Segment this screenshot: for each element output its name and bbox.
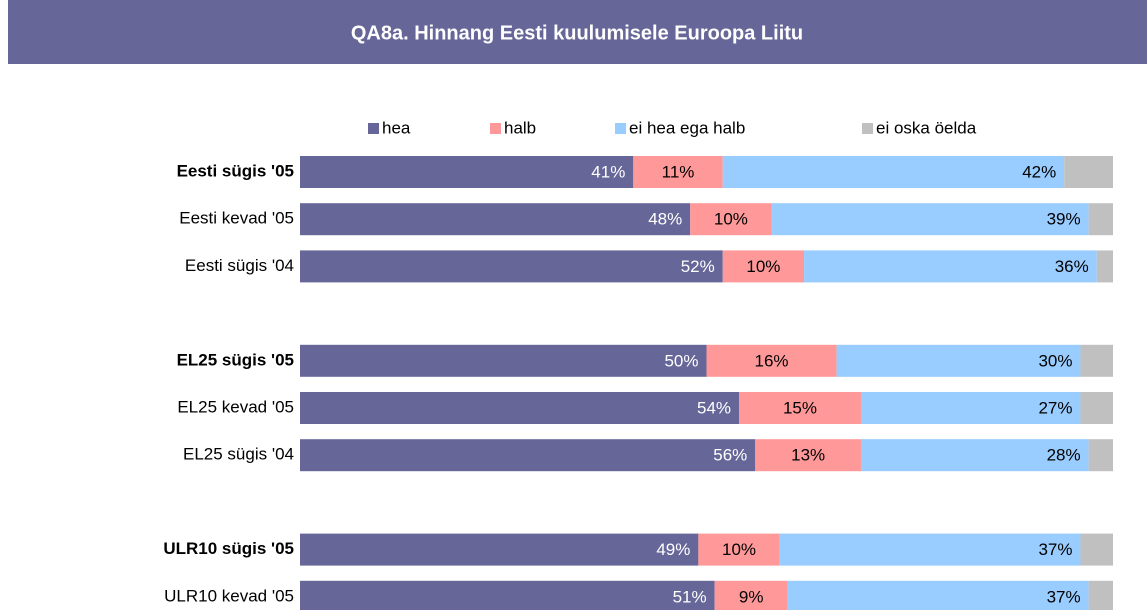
- y-tick-label: Eesti kevad '05: [179, 209, 294, 228]
- bar-segment: [779, 533, 1081, 566]
- bar-segment: [722, 250, 805, 283]
- title-banner: [8, 0, 1147, 64]
- bar-segment: [690, 203, 772, 236]
- data-label: 37%: [1047, 587, 1081, 606]
- bar-segment: [714, 580, 788, 610]
- data-label: 56%: [713, 446, 747, 465]
- bar-segment: [722, 156, 1065, 188]
- bar-segment: [300, 203, 691, 236]
- data-label: 27%: [1038, 398, 1072, 417]
- data-label: 41%: [591, 162, 625, 181]
- chart-title: QA8a. Hinnang Eesti kuulumisele Euroopa …: [351, 22, 803, 44]
- bar-segment: [1080, 344, 1113, 377]
- bar-segment: [1080, 392, 1113, 424]
- y-tick-label: EL25 sügis '04: [183, 445, 294, 464]
- data-label: 48%: [648, 210, 682, 229]
- bar-segment: [300, 533, 699, 566]
- bar-segment: [771, 203, 1089, 236]
- y-tick-label: ULR10 kevad '05: [164, 586, 294, 605]
- bar-segment: [1096, 250, 1113, 283]
- legend-label: halb: [504, 118, 536, 137]
- data-label: 42%: [1022, 162, 1056, 181]
- bar-segment: [860, 392, 1081, 424]
- data-label: 10%: [714, 210, 748, 229]
- bar-segment: [739, 392, 861, 424]
- bar-segment: [698, 533, 780, 566]
- data-label: 28%: [1047, 446, 1081, 465]
- legend-label: ei hea ega halb: [629, 118, 745, 137]
- y-tick-label: EL25 sügis '05: [177, 350, 294, 369]
- bar-segment: [300, 439, 756, 472]
- bar-segment: [300, 250, 723, 283]
- bar-segment: [633, 156, 723, 188]
- bar-segment: [1080, 533, 1113, 566]
- y-tick-label: ULR10 sügis '05: [163, 539, 294, 558]
- data-label: 50%: [664, 351, 698, 370]
- y-tick-label: Eesti sügis '04: [185, 256, 294, 275]
- data-label: 10%: [746, 257, 780, 276]
- data-label: 37%: [1038, 540, 1072, 559]
- data-label: 52%: [681, 257, 715, 276]
- legend-swatch: [368, 123, 379, 134]
- data-label: 39%: [1047, 210, 1081, 229]
- bar-segment: [300, 392, 740, 424]
- legend-swatch: [490, 123, 501, 134]
- bar-segment: [787, 580, 1089, 610]
- bar-segment: [755, 439, 861, 472]
- bar-segment: [300, 344, 707, 377]
- bar-segment: [706, 344, 837, 377]
- bar-segment: [836, 344, 1081, 377]
- y-tick-label: Eesti sügis '05: [177, 161, 294, 180]
- legend-label: hea: [382, 118, 411, 137]
- legend-swatch: [615, 123, 626, 134]
- y-tick-label: EL25 kevad '05: [177, 397, 294, 416]
- data-label: 15%: [783, 398, 817, 417]
- data-label: 51%: [673, 587, 707, 606]
- bar-segment: [1088, 439, 1113, 472]
- data-label: 16%: [755, 351, 789, 370]
- data-label: 30%: [1038, 351, 1072, 370]
- bar-segment: [1064, 156, 1113, 188]
- data-label: 54%: [697, 398, 731, 417]
- bar-segment: [1088, 203, 1113, 236]
- data-label: 9%: [739, 587, 764, 606]
- bar-segment: [860, 439, 1089, 472]
- data-label: 11%: [662, 162, 695, 181]
- legend-swatch: [862, 123, 873, 134]
- bar-segment: [1088, 580, 1113, 610]
- legend-label: ei oska öelda: [876, 118, 977, 137]
- data-label: 36%: [1055, 257, 1089, 276]
- bar-segment: [300, 156, 634, 188]
- bar-segment: [300, 580, 715, 610]
- data-label: 13%: [791, 446, 825, 465]
- bar-segment: [804, 250, 1097, 283]
- data-label: 10%: [722, 540, 756, 559]
- data-label: 49%: [656, 540, 690, 559]
